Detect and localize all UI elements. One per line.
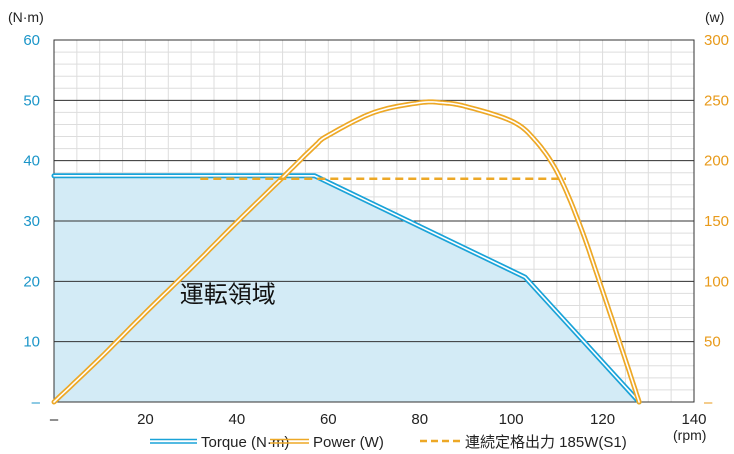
x-tick-label: 120 xyxy=(590,411,615,428)
legend: Torque (N·m) Power (W) 連続定格出力 185W(S1) xyxy=(150,434,627,451)
legend-label-rated-output: 連続定格出力 185W(S1) xyxy=(465,434,627,451)
x-tick-label: 60 xyxy=(320,411,337,428)
x-tick-label: 80 xyxy=(411,411,428,428)
x-axis-unit: (rpm) xyxy=(673,427,706,443)
legend-item-power: Power (W) xyxy=(270,434,384,451)
x-tick-label: – xyxy=(50,411,59,428)
right-tick-label: 300 xyxy=(704,32,729,49)
left-tick-label: – xyxy=(32,394,41,411)
power-line-inner xyxy=(53,101,640,403)
torque-region-fill xyxy=(54,175,640,402)
right-tick-label: 100 xyxy=(704,273,729,290)
left-tick-label: 50 xyxy=(23,92,40,109)
left-tick-label: 40 xyxy=(23,153,40,170)
x-tick-label: 20 xyxy=(137,411,154,428)
x-tick-label: 140 xyxy=(681,411,706,428)
legend-label-torque: Torque (N·m) xyxy=(201,434,289,451)
right-tick-label: – xyxy=(704,394,713,411)
right-axis-unit: (w) xyxy=(705,9,724,25)
left-axis-unit: (N·m) xyxy=(8,9,44,25)
left-axis-ticks: – 10 20 30 40 50 60 xyxy=(23,32,40,411)
right-axis-ticks: – 50 100 150 200 250 300 xyxy=(704,32,729,411)
plot-frame xyxy=(53,39,695,403)
major-grid xyxy=(54,99,694,343)
x-tick-label: 100 xyxy=(499,411,524,428)
torque-region-area xyxy=(54,175,640,402)
torque-line-inner xyxy=(53,175,640,403)
x-tick-label: 40 xyxy=(229,411,246,428)
operating-region-label: 運転領域 xyxy=(180,281,276,308)
legend-item-rated-output: 連続定格出力 185W(S1) xyxy=(420,434,627,451)
series-layer xyxy=(51,99,642,405)
left-tick-label: 10 xyxy=(23,334,40,351)
left-tick-label: 20 xyxy=(23,273,40,290)
right-tick-label: 200 xyxy=(704,153,729,170)
legend-item-torque: Torque (N·m) xyxy=(150,434,289,451)
legend-label-power: Power (W) xyxy=(313,434,384,451)
left-tick-label: 30 xyxy=(23,213,40,230)
left-tick-label: 60 xyxy=(23,32,40,49)
right-tick-label: 150 xyxy=(704,213,729,230)
x-axis-ticks: – 20 40 60 80 100 120 140 xyxy=(50,411,707,428)
right-tick-label: 250 xyxy=(704,92,729,109)
right-tick-label: 50 xyxy=(704,334,721,351)
